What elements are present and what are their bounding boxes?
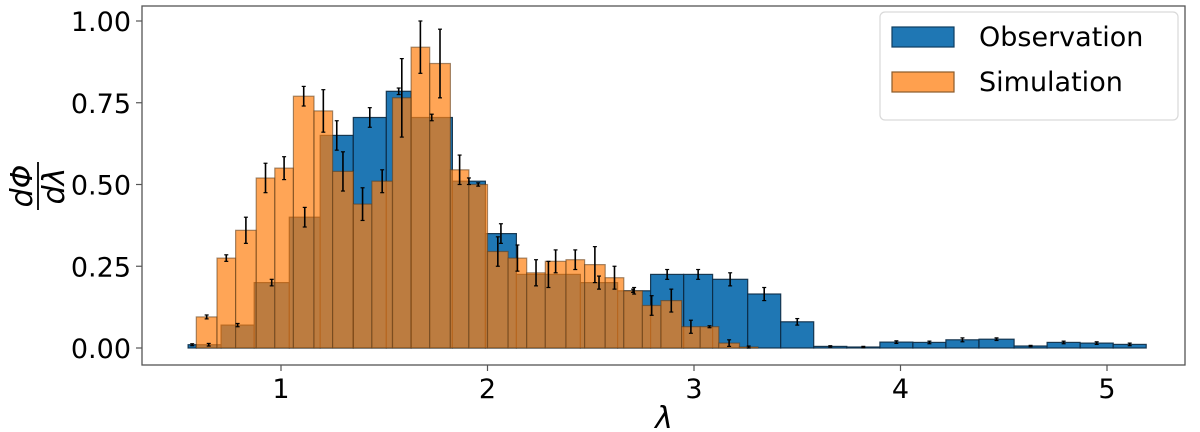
simulation-bar (235, 229, 257, 349)
y-axis-label: dΦ dλ (5, 162, 72, 210)
simulation-bar (468, 183, 489, 349)
simulation-bar (371, 180, 394, 349)
y-label-numerator: dΦ (5, 165, 40, 208)
y-tick-label: 0.25 (71, 252, 131, 283)
legend-swatch-simulation (891, 71, 955, 93)
simulation-bar (410, 46, 431, 349)
x-axis-label: λ (653, 401, 673, 432)
y-label-denominator: dλ (37, 168, 72, 205)
simulation-bar (313, 110, 334, 349)
x-tick-label: 3 (685, 374, 702, 405)
y-tick-label: 1.00 (71, 7, 131, 38)
simulation-bar (195, 316, 218, 349)
y-axis-ticks: 0.00 0.25 0.50 0.75 1.00 (71, 7, 142, 365)
simulation-bars (195, 46, 759, 349)
legend-swatch-observation (891, 26, 955, 48)
observation-errorbars (190, 87, 1132, 349)
legend-label-observation: Observation (979, 22, 1143, 53)
y-tick-label: 0.00 (71, 334, 131, 365)
x-tick-label: 2 (479, 374, 496, 405)
x-tick-label: 5 (1098, 374, 1115, 405)
simulation-bar (449, 169, 470, 349)
x-tick-label: 1 (272, 374, 289, 405)
observation-bar (747, 293, 782, 349)
simulation-bar (429, 62, 452, 349)
legend: Observation Simulation (879, 11, 1179, 121)
x-tick-label: 4 (892, 374, 909, 405)
simulation-bar (274, 167, 294, 349)
simulation-errorbars (204, 20, 751, 349)
y-tick-label: 0.50 (71, 171, 131, 202)
simulation-bar (332, 170, 354, 349)
simulation-bar (699, 326, 720, 349)
y-tick-label: 0.75 (71, 89, 131, 120)
simulation-bar (352, 203, 373, 349)
legend-label-simulation: Simulation (979, 67, 1123, 98)
simulation-bar (292, 95, 315, 349)
axes-frame (141, 5, 1186, 366)
simulation-bar (565, 259, 586, 349)
simulation-bar (623, 290, 643, 349)
simulation-bar (216, 257, 237, 349)
x-axis-ticks: 1 2 3 4 5 (272, 365, 1116, 405)
observation-bar (780, 321, 815, 349)
simulation-bar (255, 177, 276, 349)
